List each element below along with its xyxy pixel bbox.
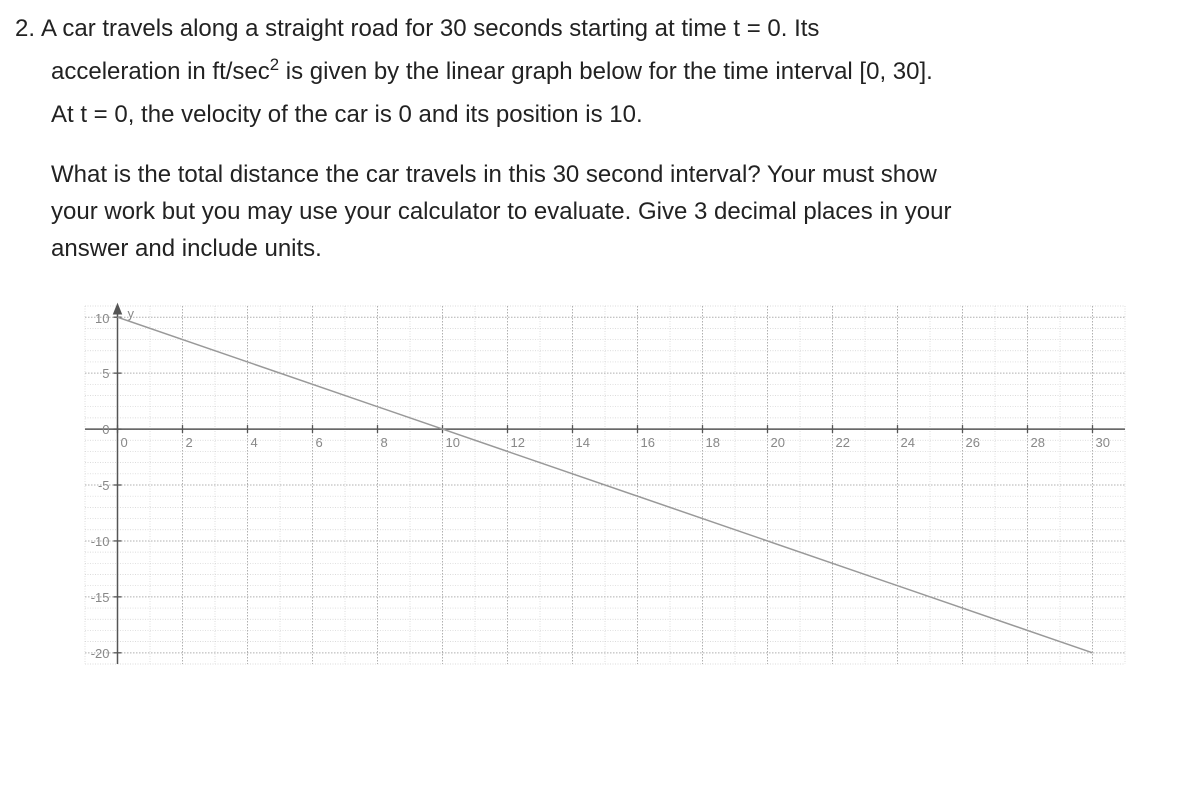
svg-text:28: 28 [1031,435,1045,450]
svg-text:-20: -20 [91,646,110,661]
question-block: What is the total distance the car trave… [15,156,1185,268]
svg-text:26: 26 [966,435,980,450]
svg-text:-5: -5 [98,478,110,493]
svg-text:30: 30 [1096,435,1110,450]
svg-text:24: 24 [901,435,915,450]
svg-text:20: 20 [771,435,785,450]
svg-text:8: 8 [381,435,388,450]
svg-text:2: 2 [186,435,193,450]
svg-text:y: y [128,306,135,321]
problem-text: 2. A car travels along a straight road f… [5,10,1185,267]
question-line-1: What is the total distance the car trave… [51,156,1185,193]
svg-text:16: 16 [641,435,655,450]
svg-text:0: 0 [102,422,109,437]
svg-text:-15: -15 [91,590,110,605]
chart-svg: 024681012141618202224262830-20-15-10-505… [25,296,1135,676]
svg-text:12: 12 [511,435,525,450]
svg-text:22: 22 [836,435,850,450]
svg-text:0: 0 [121,435,128,450]
question-line-3: answer and include units. [51,230,1185,267]
svg-text:10: 10 [446,435,460,450]
intro-line-3: At t = 0, the velocity of the car is 0 a… [15,96,1185,133]
chart-container: 024681012141618202224262830-20-15-10-505… [5,291,1185,676]
intro-line-2: acceleration in ft/sec2 is given by the … [15,53,1185,90]
svg-text:-10: -10 [91,534,110,549]
question-line-2: your work but you may use your calculato… [51,193,1185,230]
svg-text:18: 18 [706,435,720,450]
intro-line-1: A car travels along a straight road for … [41,15,819,42]
svg-text:6: 6 [316,435,323,450]
acceleration-chart: 024681012141618202224262830-20-15-10-505… [25,296,1135,676]
svg-text:10: 10 [95,311,109,326]
problem-number: 2. [15,10,35,47]
problem-intro: 2. A car travels along a straight road f… [15,10,1185,47]
svg-text:5: 5 [102,366,109,381]
svg-text:4: 4 [251,435,258,450]
svg-text:14: 14 [576,435,590,450]
